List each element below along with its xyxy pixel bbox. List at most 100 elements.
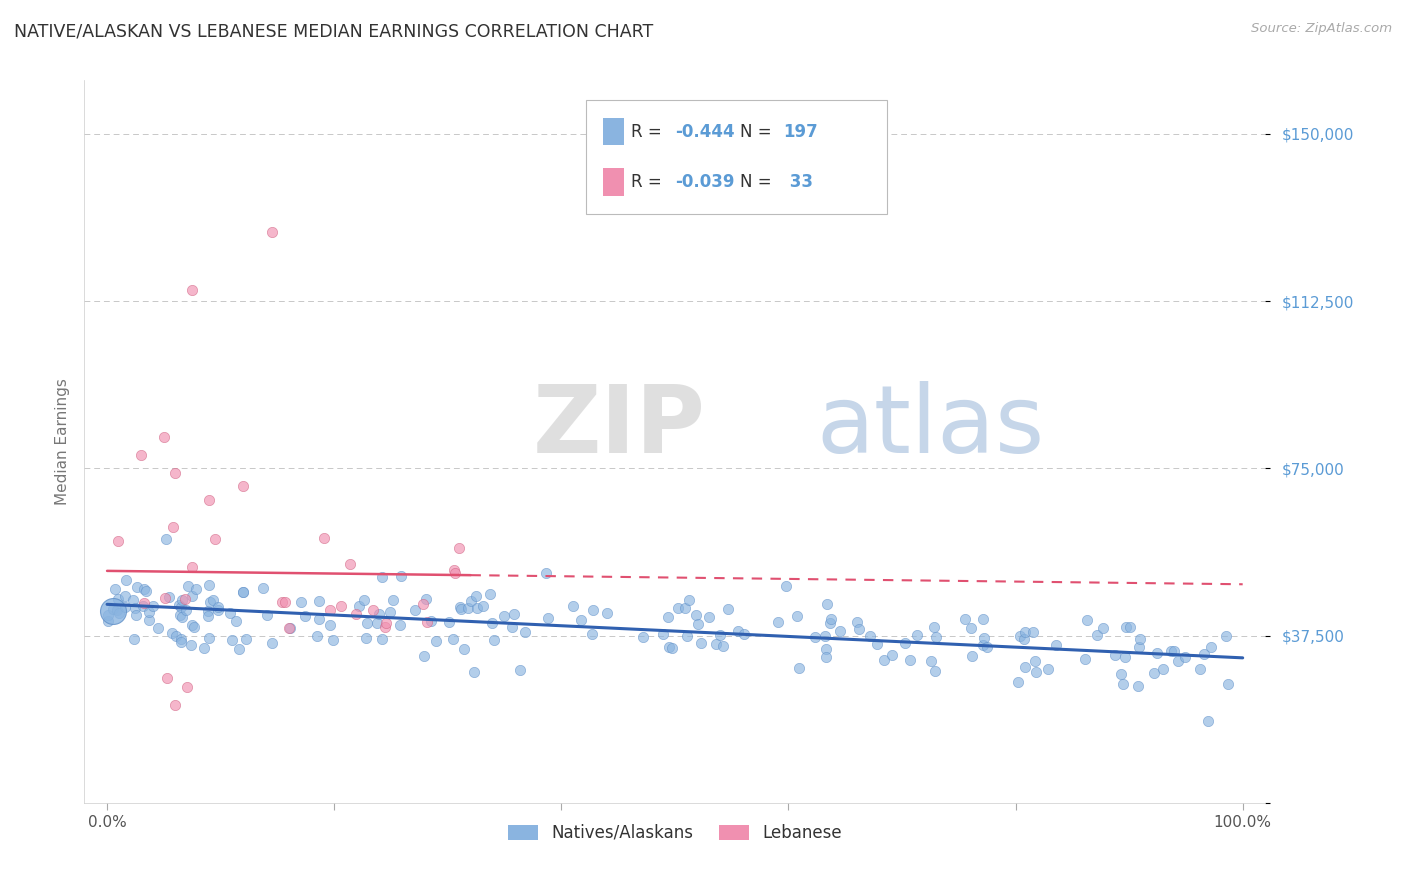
Text: -0.444: -0.444 xyxy=(675,122,734,141)
Point xyxy=(356,615,378,630)
Point xyxy=(105,603,128,617)
Point xyxy=(97,608,120,623)
Point xyxy=(107,592,129,607)
Point xyxy=(198,492,221,507)
Point xyxy=(329,599,352,613)
Point xyxy=(1118,620,1140,634)
Point xyxy=(685,607,707,622)
Point xyxy=(972,638,994,652)
Point xyxy=(252,581,274,595)
Point xyxy=(201,592,224,607)
Point xyxy=(513,625,536,640)
Point xyxy=(174,603,197,617)
Point xyxy=(676,629,699,643)
Point xyxy=(371,570,394,584)
Point xyxy=(976,640,998,654)
Point xyxy=(859,629,882,643)
Point xyxy=(278,621,301,635)
Point xyxy=(894,635,917,649)
Point xyxy=(125,607,148,622)
Point xyxy=(581,603,603,617)
Point xyxy=(1022,624,1045,639)
Point xyxy=(709,627,731,641)
Point xyxy=(197,609,219,624)
Point xyxy=(1112,677,1135,691)
Point xyxy=(1126,679,1149,693)
Point xyxy=(1038,662,1060,676)
Point xyxy=(443,563,465,577)
Point xyxy=(596,606,619,620)
Point xyxy=(278,621,301,635)
Point xyxy=(1146,647,1168,661)
Point xyxy=(686,616,709,631)
Point xyxy=(775,579,797,593)
Point xyxy=(101,604,124,618)
Point xyxy=(115,573,138,587)
Point xyxy=(972,612,994,626)
Point xyxy=(1104,648,1126,662)
Point xyxy=(103,602,125,616)
Point xyxy=(114,589,136,603)
Point xyxy=(344,607,367,621)
Point xyxy=(880,648,903,663)
Point xyxy=(308,612,330,626)
Point xyxy=(1045,638,1067,652)
Point xyxy=(1076,613,1098,627)
Point xyxy=(492,608,515,623)
Point xyxy=(657,610,679,624)
Point xyxy=(1197,714,1219,728)
Point xyxy=(270,595,292,609)
Point xyxy=(503,607,526,622)
Point xyxy=(198,578,221,592)
Point xyxy=(537,610,560,624)
Point xyxy=(815,597,838,611)
Point xyxy=(484,632,506,647)
FancyBboxPatch shape xyxy=(586,100,887,214)
Point xyxy=(412,648,434,663)
Point xyxy=(1085,628,1108,642)
Legend: Natives/Alaskans, Lebanese: Natives/Alaskans, Lebanese xyxy=(502,817,848,848)
Point xyxy=(1073,651,1095,665)
Point xyxy=(815,642,838,657)
Point xyxy=(905,628,928,642)
Point xyxy=(198,632,221,646)
Text: NATIVE/ALASKAN VS LEBANESE MEDIAN EARNINGS CORRELATION CHART: NATIVE/ALASKAN VS LEBANESE MEDIAN EARNIN… xyxy=(14,22,654,40)
Point xyxy=(361,603,384,617)
Point xyxy=(174,592,197,607)
Point xyxy=(447,541,470,555)
Point xyxy=(1007,675,1029,690)
Point xyxy=(218,606,240,620)
Point xyxy=(180,638,202,652)
Point xyxy=(107,606,129,620)
Point xyxy=(562,599,585,614)
Point xyxy=(165,698,187,712)
Point xyxy=(704,637,727,651)
Point xyxy=(138,613,160,627)
Point xyxy=(1160,644,1182,658)
Point xyxy=(1129,632,1152,646)
Point xyxy=(1025,665,1047,679)
Point xyxy=(389,569,412,583)
Point xyxy=(453,642,475,657)
Point xyxy=(1008,629,1031,643)
Point xyxy=(232,479,254,493)
Point xyxy=(465,589,488,603)
Point xyxy=(232,584,254,599)
Point xyxy=(733,627,755,641)
Point xyxy=(449,599,471,614)
Point xyxy=(924,665,946,679)
Point xyxy=(873,653,896,667)
Point xyxy=(142,599,165,613)
Point xyxy=(172,592,194,607)
Point xyxy=(1143,666,1166,681)
Point xyxy=(1128,640,1150,655)
Point xyxy=(181,283,204,297)
Point xyxy=(479,587,502,601)
Point xyxy=(711,639,734,653)
Y-axis label: Median Earnings: Median Earnings xyxy=(55,378,70,505)
Text: R =: R = xyxy=(631,122,668,141)
Point xyxy=(415,592,437,607)
Point xyxy=(370,632,392,647)
Point xyxy=(814,629,837,643)
Point xyxy=(1014,625,1036,640)
